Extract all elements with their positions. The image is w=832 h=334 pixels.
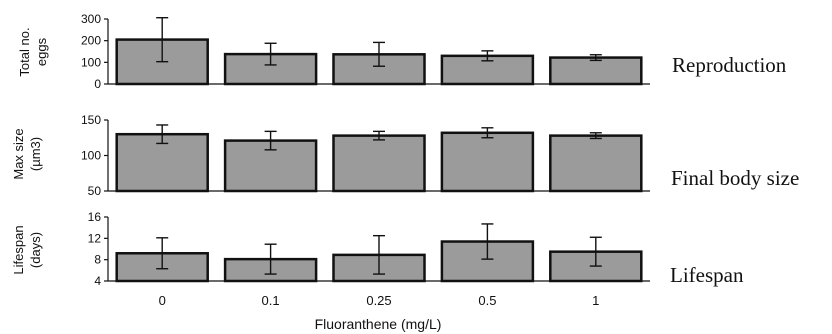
y-tick-label: 100 [81,55,101,69]
y-axis-label-line2: (µm3) [28,137,43,171]
panel-final-body-size: Max size (µm3) Final body size 50 100 150 [11,113,799,198]
y-tick-label: 300 [81,12,101,26]
y-tick-label: 200 [81,34,101,48]
x-tick-label: 0.25 [366,293,391,308]
y-tick-label: 0 [94,77,101,91]
bar [549,134,643,193]
side-label-reproduction: Reproduction [672,53,787,77]
y-tick-label: 150 [81,113,101,127]
x-tick-label: 0.1 [262,293,280,308]
side-label-lifespan: Lifespan [670,263,744,287]
y-tick-label: 4 [94,274,101,288]
y-axis-label: Max size (µm3) [11,128,43,179]
y-axis-label-line2: eggs [34,37,49,66]
y-axis-label-line1: Max size [11,128,26,179]
y-tick-label: 8 [94,253,101,267]
x-tick-label: 0.5 [478,293,496,308]
bar [549,56,643,86]
y-axis-label-line1: Lifespan [11,225,26,274]
y-tick-label: 50 [88,184,102,198]
x-axis-label: Fluoranthene (mg/L) [315,316,442,332]
y-axis-label: Total no. eggs [17,27,49,76]
panel-lifespan: Lifespan (days) Lifespan 4 8 12 16 0 0.1 0.25 0… [11,210,744,308]
y-axis-label: Lifespan (days) [11,225,43,274]
y-axis-label-line1: Total no. [17,27,32,76]
y-tick-label: 16 [88,210,102,224]
x-tick-label: 1 [592,293,599,308]
x-tick-label: 0 [159,293,166,308]
side-label-final-body-size: Final body size [671,166,799,190]
y-tick-label: 12 [88,231,102,245]
panel-reproduction: Total no. eggs Reproduction 0 100 200 300 [17,12,787,91]
y-tick-label: 100 [81,149,101,163]
y-axis-label-line2: (days) [28,232,43,268]
bar [332,134,426,193]
bar [440,131,535,193]
